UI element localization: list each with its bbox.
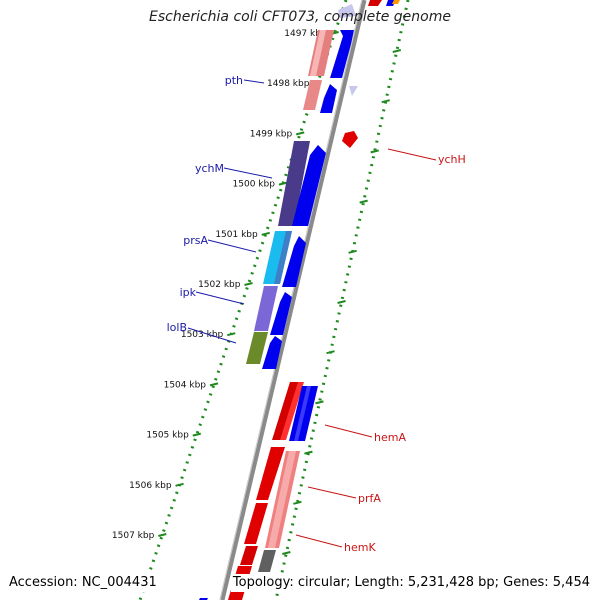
cds-arrow bbox=[330, 30, 354, 78]
gene-label: hemA bbox=[374, 431, 406, 444]
feature-block bbox=[256, 447, 285, 500]
feature-block bbox=[368, 0, 382, 6]
feature-block bbox=[254, 286, 278, 331]
feature-block bbox=[258, 550, 276, 572]
ruler-tick bbox=[295, 131, 305, 136]
ruler-tick bbox=[315, 400, 324, 405]
ruler-tick bbox=[304, 450, 313, 455]
leader-line bbox=[243, 79, 265, 84]
ruler-tick bbox=[326, 350, 335, 355]
ruler-tick bbox=[282, 551, 291, 555]
feature-block bbox=[278, 141, 310, 226]
ruler-tick bbox=[261, 231, 270, 236]
ruler-tick bbox=[209, 382, 219, 387]
ruler-tick bbox=[227, 332, 236, 337]
leader-line bbox=[387, 148, 437, 161]
feature-block bbox=[268, 451, 296, 548]
ruler-tick bbox=[348, 249, 357, 254]
leader-line bbox=[223, 167, 273, 179]
gene-label: ychH bbox=[438, 153, 466, 166]
ruler-tick bbox=[244, 282, 253, 286]
feature-block bbox=[274, 231, 292, 284]
feature-block bbox=[303, 80, 322, 110]
gene-label: lolB bbox=[167, 321, 187, 334]
ruler-label: 1507 kbp bbox=[112, 531, 155, 541]
ruler-label: 1499 kbp bbox=[250, 129, 293, 139]
ruler-tick bbox=[392, 49, 402, 53]
gene-labels-right: ychH hemA prfA hemK bbox=[344, 153, 466, 554]
cds-arrow bbox=[320, 84, 337, 113]
map-title: Escherichia coli CFT073, complete genome bbox=[149, 9, 451, 25]
leader-line bbox=[207, 239, 257, 253]
ruler-label: 1497 kbp bbox=[284, 29, 327, 39]
leader-line bbox=[187, 327, 237, 344]
cds-arrow bbox=[294, 386, 311, 441]
feature-block bbox=[244, 503, 268, 544]
ruler-label: 1504 kbp bbox=[164, 380, 207, 390]
gene-label: prsA bbox=[183, 234, 208, 247]
ruler-tick bbox=[370, 149, 379, 154]
cds-arrow bbox=[282, 236, 306, 287]
leader-line bbox=[195, 291, 245, 305]
feature-blocks-inner bbox=[228, 30, 334, 600]
ruler-tick bbox=[359, 199, 368, 204]
feature-block bbox=[392, 0, 400, 4]
label-leaders-left bbox=[187, 79, 273, 344]
leader-line bbox=[295, 534, 343, 548]
ruler-label: 1501 kbp bbox=[215, 230, 258, 240]
cds-forward bbox=[262, 30, 354, 441]
cds-arrow bbox=[270, 292, 292, 335]
label-leaders-right bbox=[295, 148, 437, 548]
ruler-tick bbox=[381, 99, 390, 104]
feature-block bbox=[349, 86, 358, 96]
gene-label: ipk bbox=[180, 286, 197, 299]
ruler-tick bbox=[278, 181, 288, 186]
top-partial-features bbox=[199, 0, 400, 600]
ruler-tick bbox=[293, 500, 302, 505]
cds-arrow bbox=[292, 145, 326, 226]
feature-block bbox=[246, 332, 268, 364]
ruler-tick bbox=[175, 482, 184, 487]
feature-block bbox=[280, 382, 304, 440]
feature-block bbox=[310, 30, 326, 76]
leader-line bbox=[324, 424, 373, 438]
genome-backbone bbox=[219, 0, 367, 600]
ruler-label: 1503 kbp bbox=[181, 330, 224, 340]
accession-text: Accession: NC_004431 bbox=[7, 574, 159, 592]
ruler-tick bbox=[337, 300, 346, 304]
ruler-label: 1498 kbp bbox=[267, 79, 310, 89]
leader-line bbox=[307, 486, 357, 499]
gene-label: prfA bbox=[358, 492, 381, 505]
ruler-label: 1505 kbp bbox=[146, 431, 189, 441]
gene-labels-left: pth ychM prsA ipk lolB bbox=[167, 74, 243, 334]
genome-summary-text: Topology: circular; Length: 5,231,428 bp… bbox=[230, 574, 592, 592]
ruler-label: 1500 kbp bbox=[233, 180, 276, 190]
gene-label: pth bbox=[225, 74, 243, 87]
feature-blocks-outer bbox=[258, 131, 358, 572]
feature-block bbox=[240, 546, 258, 565]
ruler-tick bbox=[192, 432, 202, 437]
cds-arrow bbox=[262, 336, 282, 369]
feature-block bbox=[342, 131, 358, 148]
ruler-label: 1502 kbp bbox=[198, 280, 241, 290]
gene-label: hemK bbox=[344, 541, 376, 554]
feature-block bbox=[338, 4, 356, 18]
ruler-label: 1506 kbp bbox=[129, 481, 172, 491]
gene-label: ychM bbox=[195, 162, 224, 175]
ruler-tick bbox=[158, 533, 167, 537]
